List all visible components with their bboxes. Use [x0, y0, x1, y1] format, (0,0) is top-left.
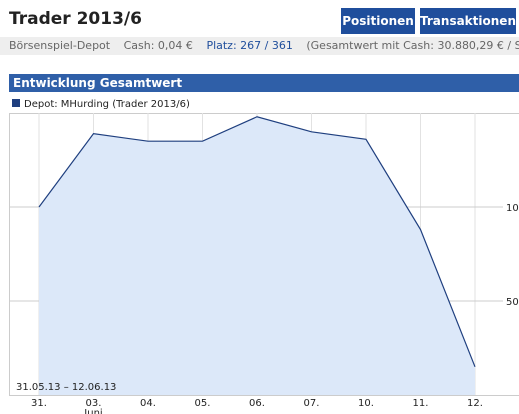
x-tick-label: 31. [31, 398, 47, 409]
date-range: 31.05.13 – 12.06.13 [16, 382, 116, 393]
section-title: Entwicklung Gesamtwert [9, 74, 519, 92]
x-tick-label: 05. [195, 398, 211, 409]
gesamt: (Gesamtwert mit Cash: 30.880,29 € / Stan… [306, 39, 519, 52]
platz: Platz: 267 / 361 [206, 39, 293, 52]
info-bar: Börsenspiel-Depot Cash: 0,04 € Platz: 26… [0, 37, 519, 55]
positionen-button[interactable]: Positionen [341, 8, 415, 34]
y-tick-label: 50 [506, 297, 519, 308]
x-tick-label: 04. [140, 398, 156, 409]
plot-frame [9, 113, 519, 396]
x-tick-label: 06. [249, 398, 265, 409]
transaktionen-button[interactable]: Transaktionen [420, 8, 516, 34]
x-tick-label: 10. [358, 398, 374, 409]
x-tick-label: 07. [304, 398, 320, 409]
page-title: Trader 2013/6 [9, 9, 142, 29]
legend-swatch [12, 99, 20, 107]
x-tick-label: 11. [413, 398, 429, 409]
area [39, 116, 475, 395]
y-tick-label: 100 [506, 203, 519, 214]
month-label: Juni [83, 408, 102, 414]
line [38, 116, 476, 368]
x-tick-label: 12. [467, 398, 483, 409]
depot: Börsenspiel-Depot [9, 39, 111, 52]
cash: Cash: 0,04 € [123, 39, 193, 52]
x-tick-label: 03. [86, 398, 102, 409]
legend-label: Depot: MHurding (Trader 2013/6) [24, 99, 190, 110]
